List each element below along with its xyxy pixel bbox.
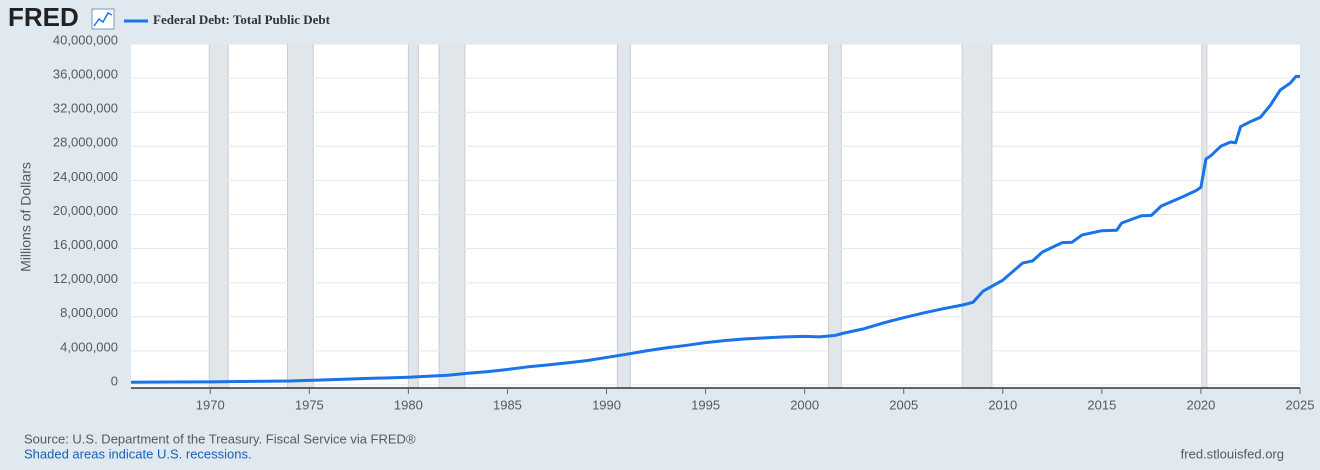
x-tick-label: 2010 [988, 397, 1017, 412]
site-url[interactable]: fred.stlouisfed.org [1181, 446, 1284, 461]
legend-label: Federal Debt: Total Public Debt [153, 12, 331, 27]
x-tick-label: 2025 [1286, 397, 1315, 412]
recession-note[interactable]: Shaded areas indicate U.S. recessions. [24, 446, 252, 461]
y-tick-label: 8,000,000 [60, 305, 118, 320]
recession-band [407, 43, 419, 389]
x-tick-label: 2005 [889, 397, 918, 412]
recession-band [287, 43, 314, 389]
y-tick-label: 12,000,000 [53, 271, 118, 286]
recession-band [1201, 43, 1208, 389]
x-tick-label: 1975 [295, 397, 324, 412]
recession-band [616, 43, 631, 389]
recession-band [208, 43, 229, 389]
y-tick-label: 40,000,000 [53, 32, 118, 47]
x-tick-label: 1985 [493, 397, 522, 412]
y-tick-label: 36,000,000 [53, 67, 118, 82]
x-tick-label: 1990 [592, 397, 621, 412]
source: Source: U.S. Department of the Treasury.… [24, 431, 416, 446]
x-tick-label: 1970 [196, 397, 225, 412]
y-tick-label: 20,000,000 [53, 203, 118, 218]
series-layer [130, 74, 1300, 384]
series-line [130, 74, 1300, 384]
recession-band [438, 43, 466, 389]
logo-icon [91, 8, 115, 30]
y-tick-label: 4,000,000 [60, 339, 118, 354]
logo[interactable]: FRED [8, 2, 79, 32]
x-tick-label: 1980 [394, 397, 423, 412]
recession-layer [208, 43, 1208, 389]
y-tick-label: 24,000,000 [53, 169, 118, 184]
y-tick-label: 0 [111, 373, 118, 388]
recession-band [961, 43, 993, 389]
grid-layer [131, 43, 1301, 394]
x-tick-label: 2015 [1087, 397, 1116, 412]
y-axis-title: Millions of Dollars [18, 162, 34, 272]
plot-area [131, 44, 1300, 388]
y-tick-label: 32,000,000 [53, 101, 118, 116]
x-tick-label: 1995 [691, 397, 720, 412]
y-tick-label: 16,000,000 [53, 237, 118, 252]
y-tick-label: 28,000,000 [53, 135, 118, 150]
x-tick-label: 2020 [1186, 397, 1215, 412]
x-tick-label: 2000 [790, 397, 819, 412]
